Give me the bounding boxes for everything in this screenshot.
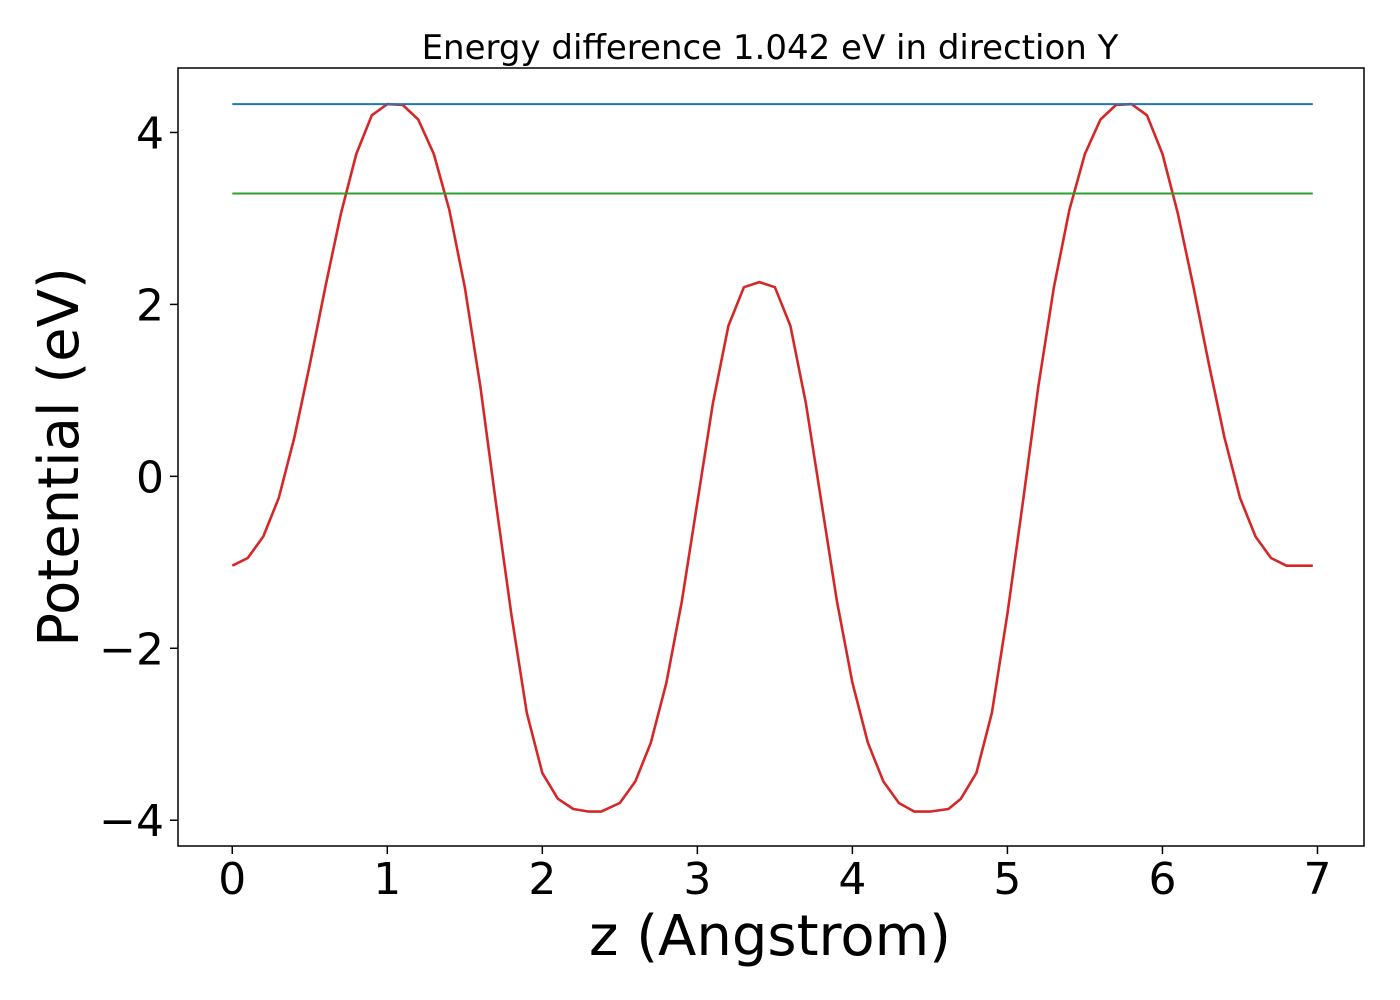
- chart-title: Energy difference 1.042 eV in direction …: [422, 28, 1119, 68]
- y-axis-label: Potential (eV): [27, 267, 92, 647]
- x-tick-label: 5: [993, 854, 1021, 905]
- x-tick-label: 7: [1303, 854, 1331, 905]
- x-axis-label: z (Angstrom): [589, 904, 951, 969]
- x-tick-label: 2: [528, 854, 556, 905]
- y-tick-label: 2: [136, 280, 164, 331]
- series-line-0: [231, 102, 1313, 813]
- x-tick-label: 0: [218, 854, 246, 905]
- y-tick-label: 0: [136, 452, 164, 503]
- x-tick-label: 1: [373, 854, 401, 905]
- y-tick-label: −4: [99, 796, 164, 847]
- x-tick-label: 3: [683, 854, 711, 905]
- y-tick-label: 4: [136, 108, 164, 159]
- y-tick-label: −2: [99, 624, 164, 675]
- plot-area: 0 1 2 3 4 5 6 7 −4 −2 0 2 4: [99, 67, 1365, 905]
- x-axis-ticks: 0 1 2 3 4 5 6 7: [218, 846, 1331, 905]
- x-tick-label: 4: [838, 854, 866, 905]
- series-layer: [231, 102, 1313, 813]
- plot-frame: [177, 67, 1365, 847]
- x-tick-label: 6: [1148, 854, 1176, 905]
- y-axis-ticks: −4 −2 0 2 4: [99, 108, 178, 847]
